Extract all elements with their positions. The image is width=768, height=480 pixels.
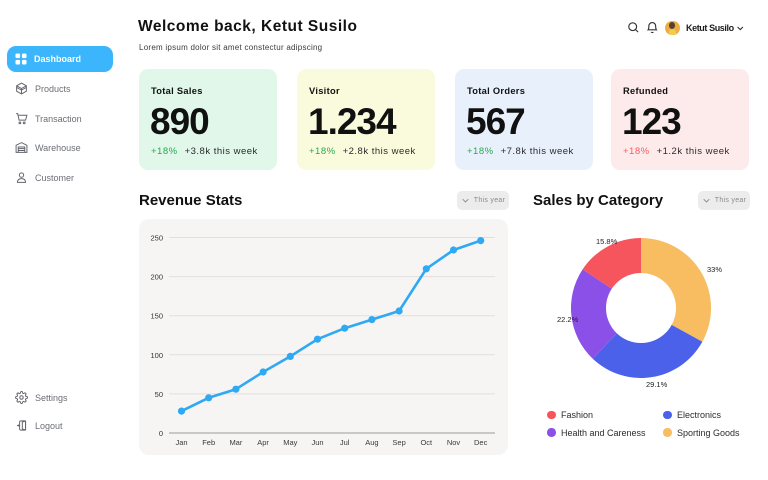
svg-text:Sep: Sep	[392, 438, 405, 447]
svg-text:Aug: Aug	[365, 438, 378, 447]
svg-text:Apr: Apr	[257, 438, 269, 447]
svg-text:May: May	[283, 438, 297, 447]
svg-text:Jan: Jan	[175, 438, 187, 447]
svg-text:50: 50	[155, 390, 163, 399]
svg-text:Feb: Feb	[202, 438, 215, 447]
svg-text:200: 200	[150, 273, 163, 282]
svg-text:0: 0	[159, 429, 163, 438]
svg-text:Oct: Oct	[420, 438, 433, 447]
svg-text:Jun: Jun	[311, 438, 323, 447]
svg-text:100: 100	[150, 351, 163, 360]
svg-text:250: 250	[150, 234, 163, 243]
svg-text:Nov: Nov	[447, 438, 461, 447]
svg-text:Jul: Jul	[340, 438, 350, 447]
svg-text:Mar: Mar	[229, 438, 242, 447]
svg-text:150: 150	[150, 312, 163, 321]
svg-text:Dec: Dec	[474, 438, 488, 447]
